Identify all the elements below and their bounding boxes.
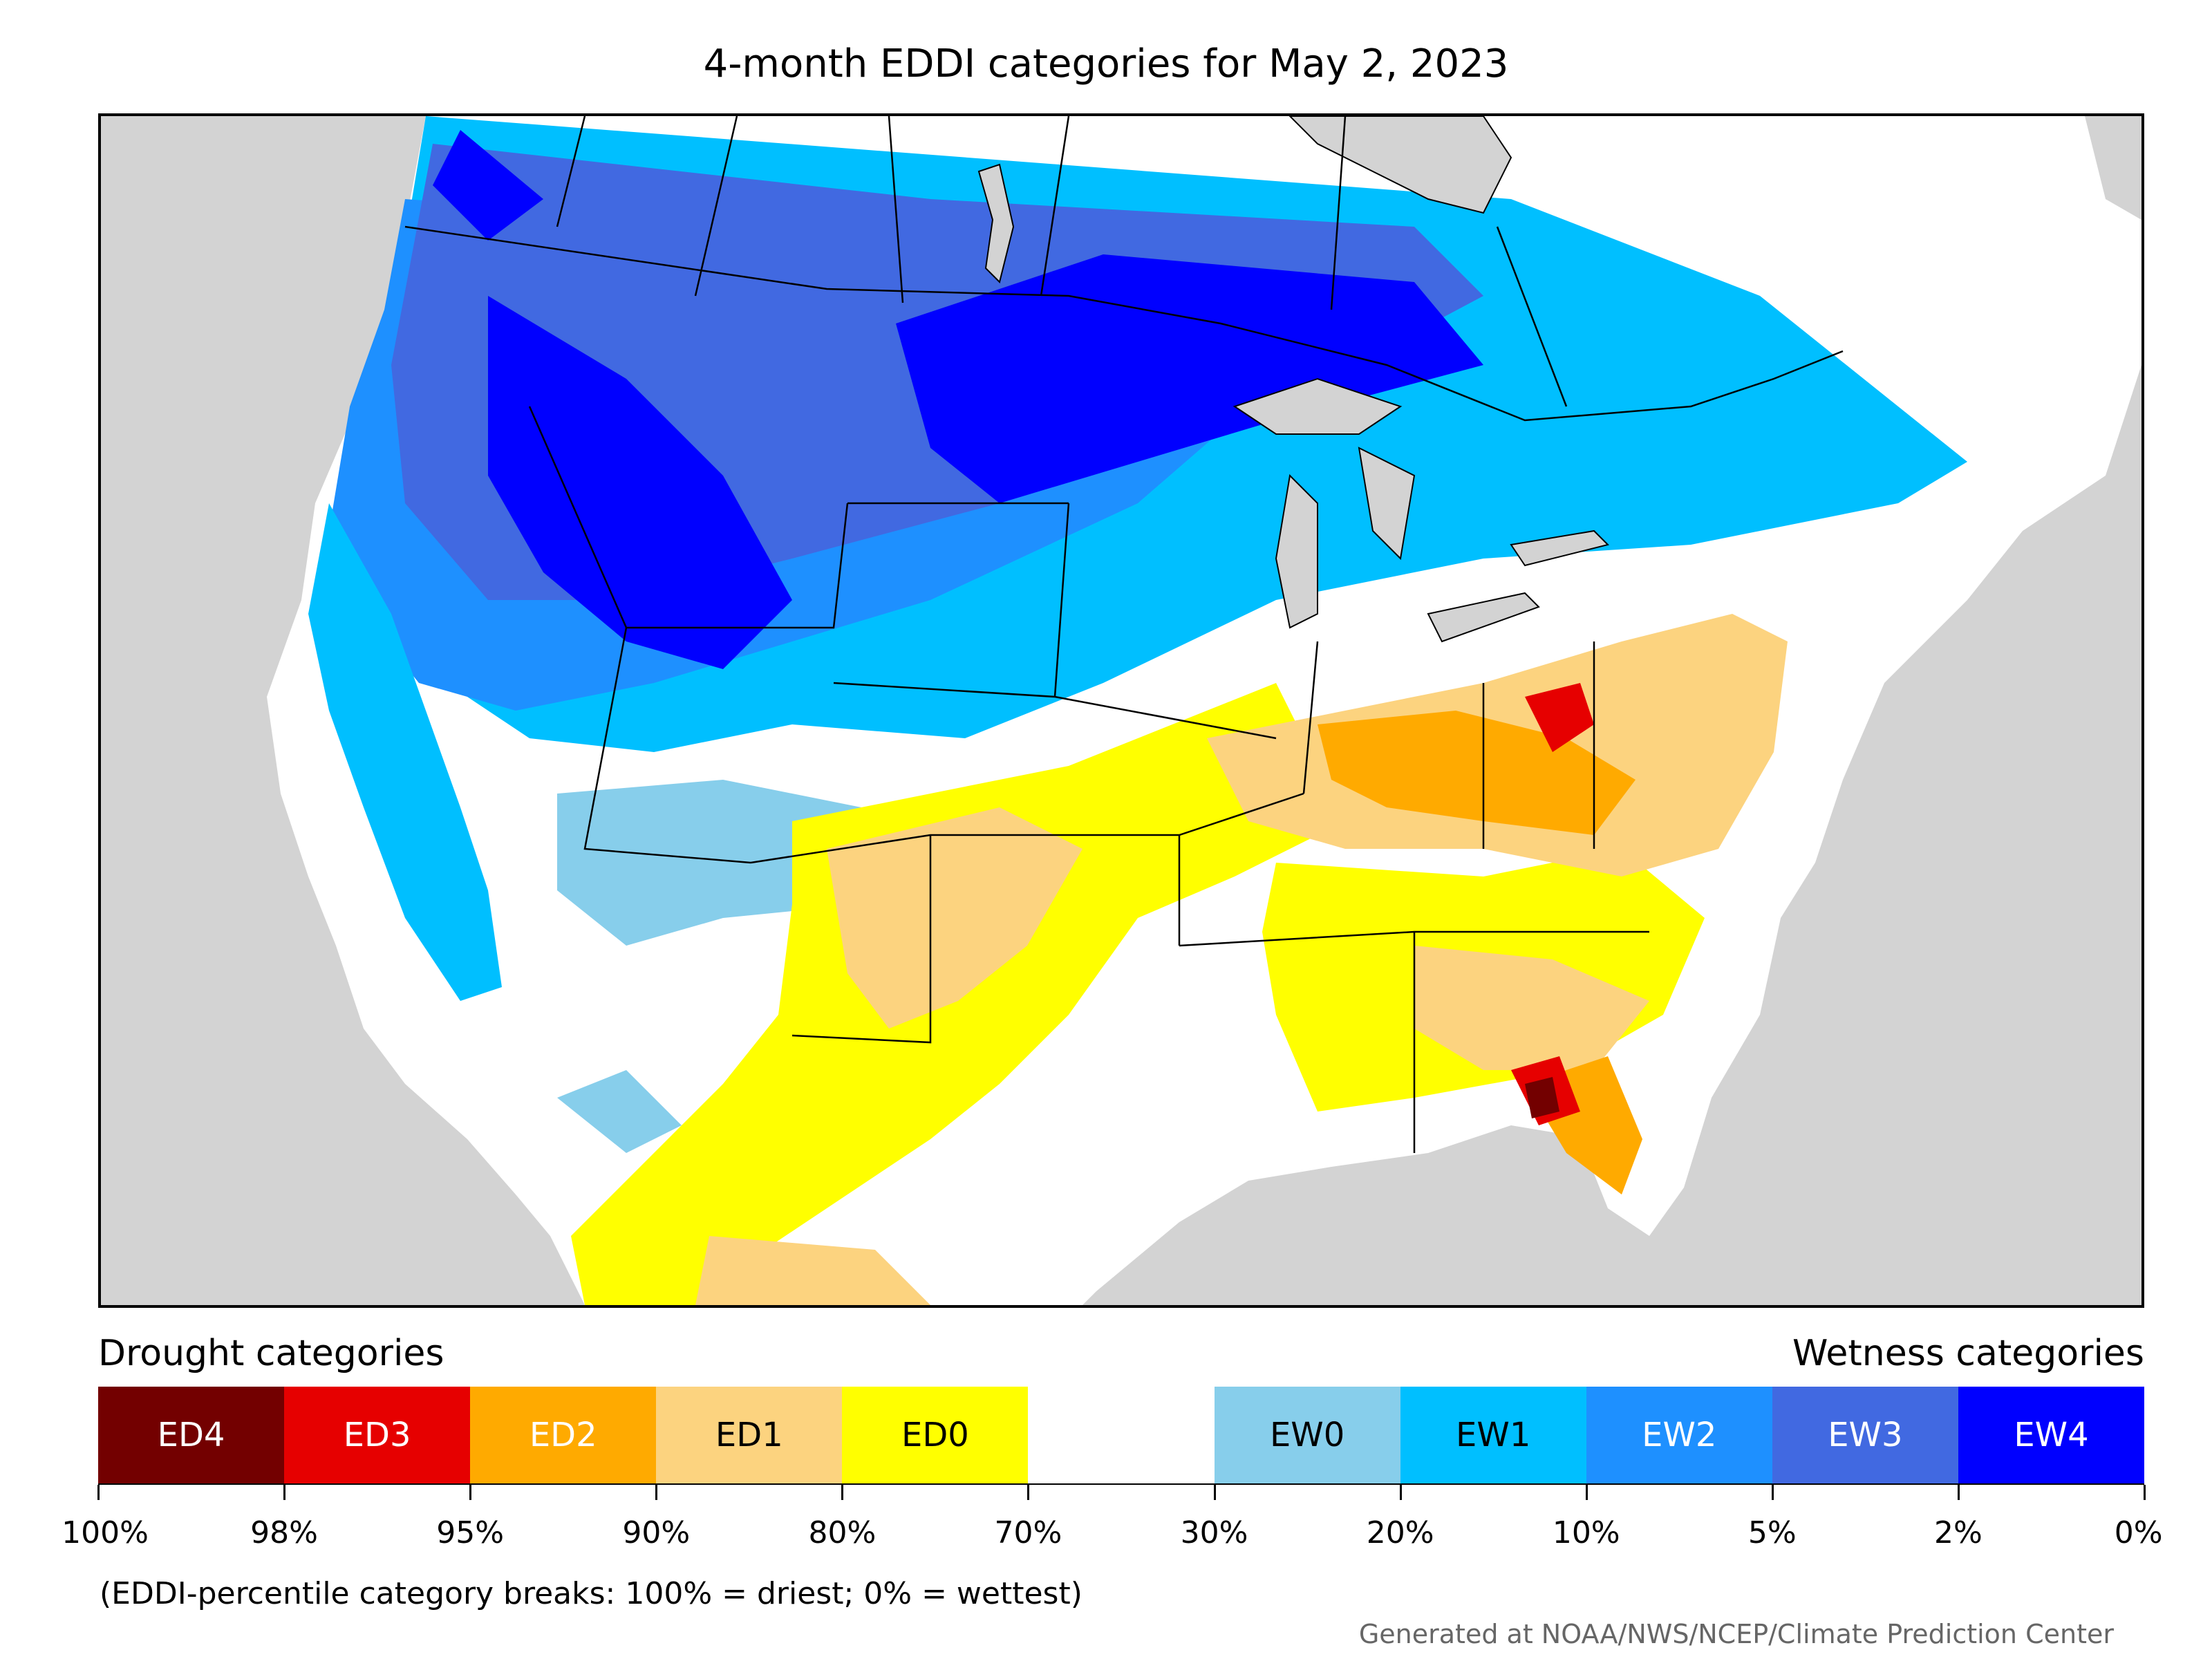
region-ed3 (1511, 683, 1594, 1125)
legend-tick (1771, 1485, 1774, 1500)
credit-line: Generated at NOAA/NWS/NCEP/Climate Predi… (1358, 1619, 2114, 1649)
legend-tick (655, 1485, 658, 1500)
legend-tick-label: 2% (1934, 1515, 1983, 1550)
legend-tick (1399, 1485, 1402, 1500)
legend-tick-label: 20% (1366, 1515, 1434, 1550)
legend-swatch: ED0 (842, 1387, 1029, 1483)
legend-tick-label: 5% (1747, 1515, 1797, 1550)
legend-swatch: EW1 (1400, 1387, 1586, 1483)
category-legend: ED4 ED3 ED2 ED1 ED0 EW0 EW1 EW2 EW3 EW4 (98, 1387, 2145, 1485)
legend-swatch: ED4 (98, 1387, 285, 1483)
legend-tick-label: 0% (2114, 1515, 2163, 1550)
great-lakes (1232, 377, 1609, 643)
legend-tick (283, 1485, 286, 1500)
legend-swatch (1028, 1387, 1215, 1483)
wetness-categories-heading: Wetness categories (1792, 1333, 2144, 1374)
legend-tick-label: 100% (62, 1515, 149, 1550)
lake-winnipeg (977, 163, 1015, 283)
legend-tick (469, 1485, 472, 1500)
legend-tick-label: 90% (622, 1515, 691, 1550)
legend-tick-label: 98% (250, 1515, 318, 1550)
legend-tick (1027, 1485, 1030, 1500)
eddi-map (101, 116, 2141, 1305)
legend-swatch: ED1 (656, 1387, 843, 1483)
hudson-bay (1288, 116, 1512, 214)
legend-swatch: EW4 (1958, 1387, 2145, 1483)
category-note: (EDDI-percentile category breaks: 100% =… (100, 1576, 1082, 1611)
legend-tick-label: 95% (436, 1515, 505, 1550)
legend-tick (97, 1485, 100, 1500)
state-lines (528, 406, 1649, 1153)
region-ew1-coast (308, 503, 502, 1001)
map-title: 4-month EDDI categories for May 2, 2023 (703, 41, 1509, 86)
legend-ticks (97, 1485, 2146, 1500)
map-panel (98, 113, 2144, 1308)
legend-tick-label: 80% (808, 1515, 877, 1550)
region-ew4 (433, 130, 1483, 669)
legend-tick (1957, 1485, 1960, 1500)
legend-swatch: EW3 (1772, 1387, 1958, 1483)
legend-tick (841, 1485, 844, 1500)
region-ed4 (1525, 1077, 1559, 1118)
boundaries (404, 116, 1844, 1153)
canada-provinces (556, 116, 1568, 407)
legend-tick-label: 10% (1552, 1515, 1620, 1550)
legend-tick (1213, 1485, 1216, 1500)
legend-swatch: ED2 (470, 1387, 657, 1483)
legend-tick-label: 70% (994, 1515, 1062, 1550)
legend-tick-label: 30% (1180, 1515, 1248, 1550)
legend-swatch: EW0 (1214, 1387, 1400, 1483)
us-canada-border (404, 225, 1844, 422)
drought-categories-heading: Drought categories (98, 1333, 444, 1374)
legend-swatch: EW2 (1586, 1387, 1772, 1483)
legend-tick (1585, 1485, 1588, 1500)
legend-tick (2144, 1485, 2146, 1500)
legend-swatch: ED3 (284, 1387, 471, 1483)
region-ed0 (571, 683, 1705, 1305)
